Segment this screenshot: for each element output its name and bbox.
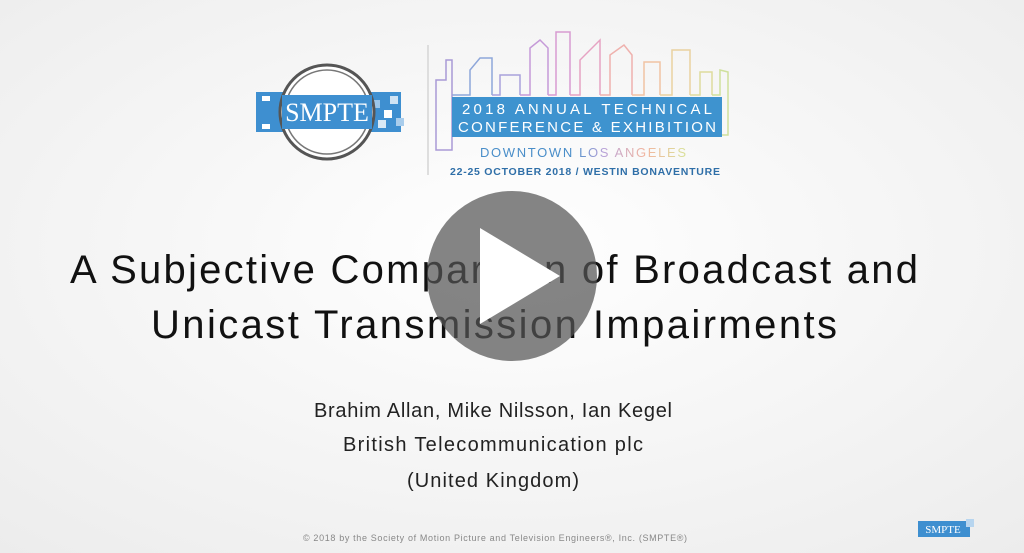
smpte-logo: SMPTE [256, 63, 404, 161]
conference-dates: 22-25 OCTOBER 2018 / WESTIN BONAVENTURE [450, 166, 720, 178]
skyline [435, 31, 729, 151]
conference-line2: CONFERENCE & EXHIBITION [458, 119, 716, 136]
authors: Brahim Allan, Mike Nilsson, Ian Kegel [314, 400, 672, 422]
organization: British Telecommunication plc [343, 434, 643, 456]
country: (United Kingdom) [407, 470, 579, 492]
play-button[interactable] [427, 191, 597, 361]
copyright: © 2018 by the Society of Motion Picture … [303, 533, 687, 543]
footer-logo-text: SMPTE [925, 524, 961, 536]
footer-logo: SMPTE [918, 519, 974, 537]
conference-line1: 2018 ANNUAL TECHNICAL [462, 101, 712, 118]
logo-text: SMPTE [285, 98, 369, 127]
conference-banner [452, 97, 722, 137]
conference-location: DOWNTOWN LOS ANGELES [480, 145, 686, 160]
